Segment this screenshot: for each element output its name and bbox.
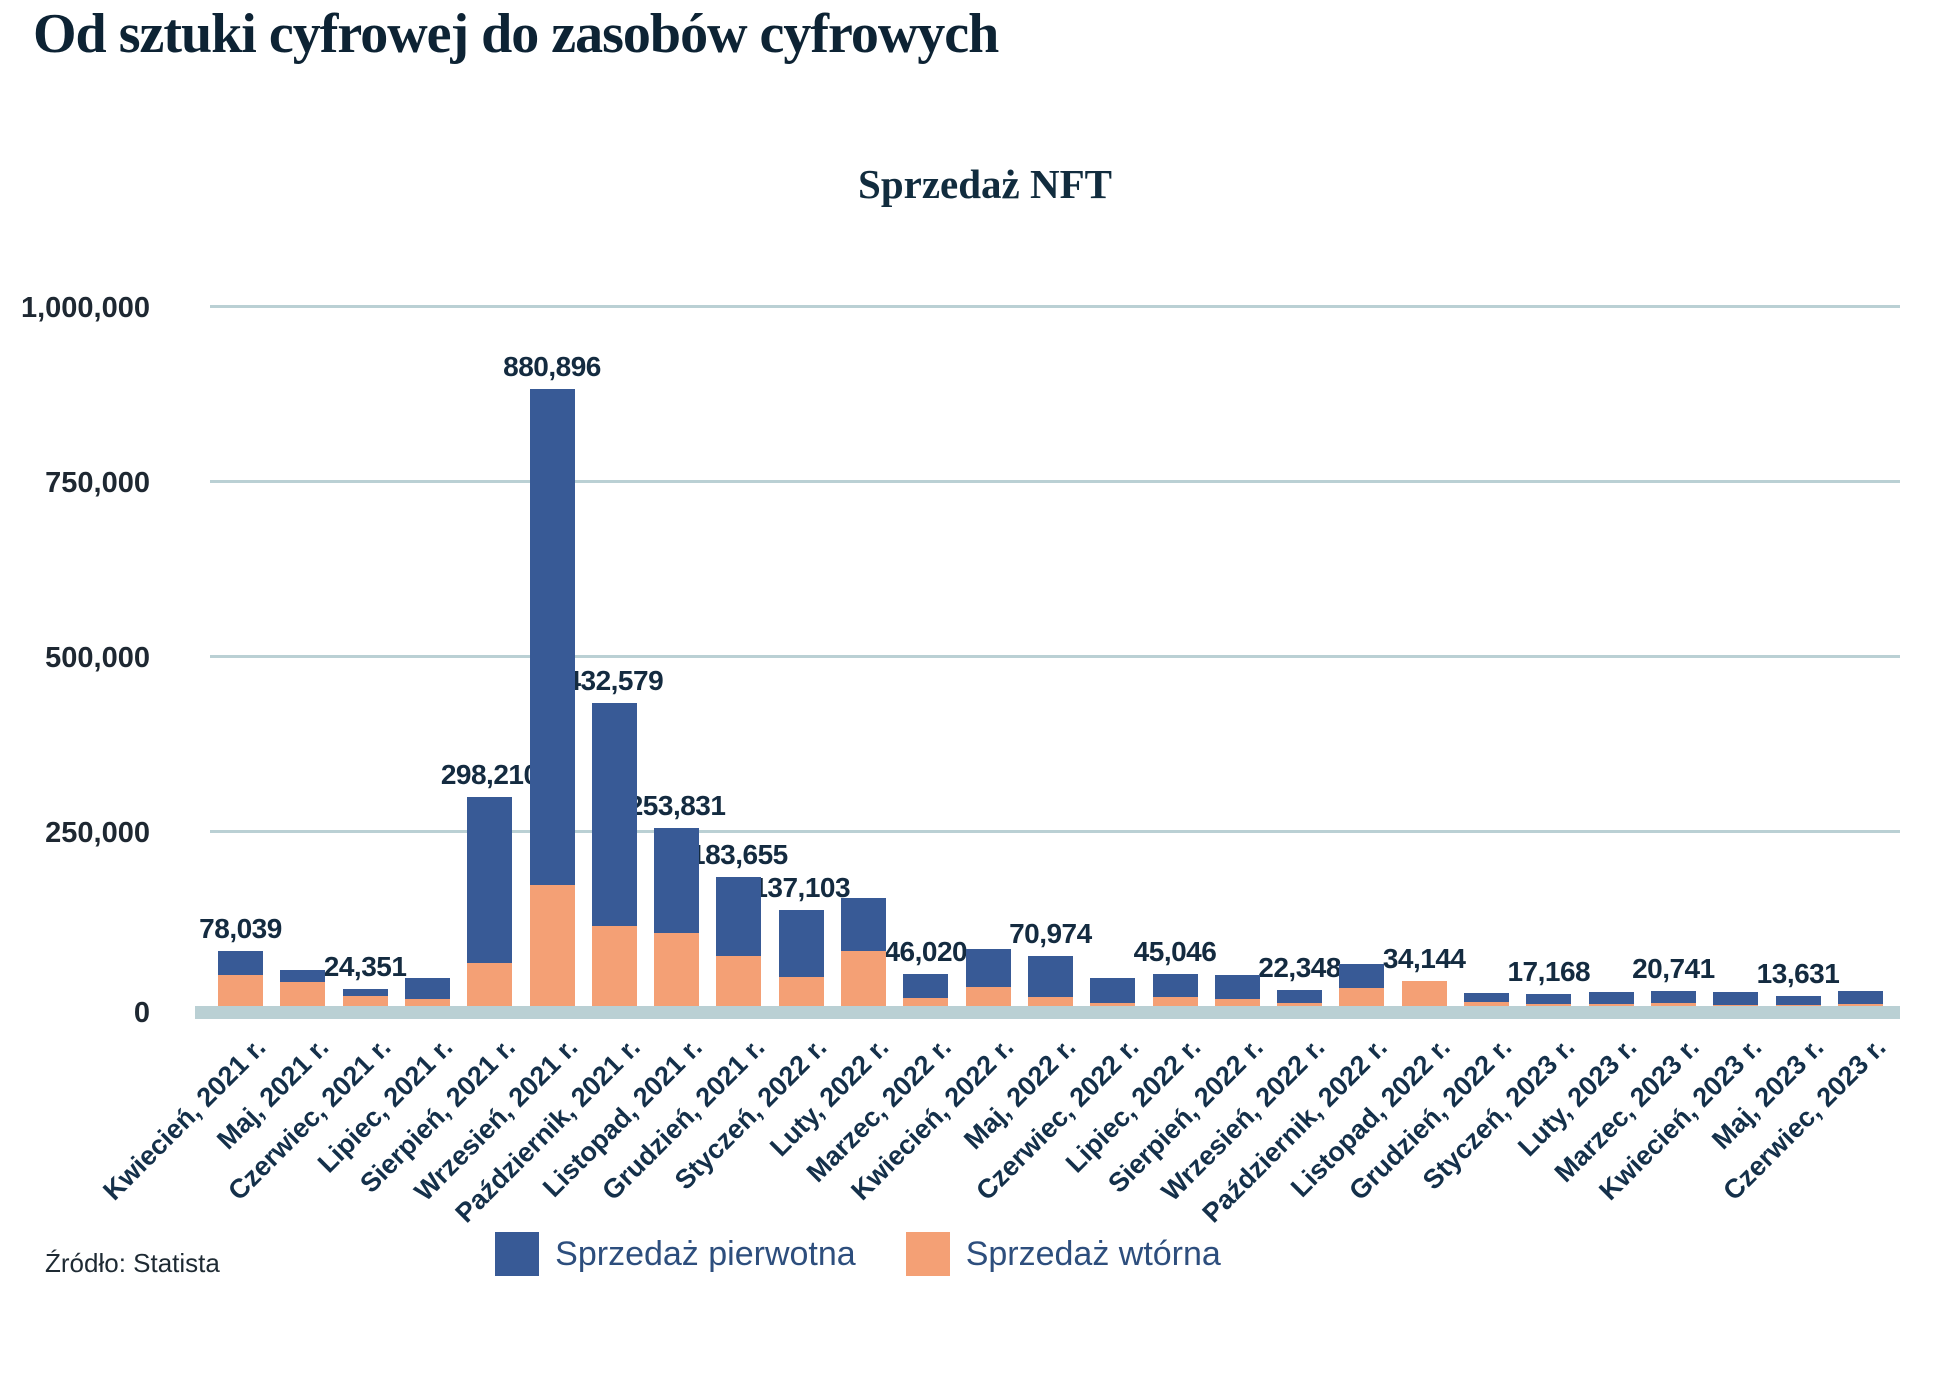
bar-value-label: 70,974 [1009,918,1092,950]
gridline-1000000 [210,304,1900,308]
bar-secondary [1775,1004,1821,1006]
source-note: Źródło: Statista [45,1248,220,1278]
x-axis-baseline [195,1006,1900,1019]
bar-secondary [965,987,1011,1006]
bar-value-label: 20,741 [1632,953,1715,985]
chart-legend: Sprzedaż pierwotna Sprzedaż wtórna [0,1232,1716,1276]
bar-primary [1713,992,1759,1006]
bar-primary [1526,993,1572,1006]
bar-secondary [1526,1003,1572,1006]
gridline-250000 [210,829,1900,833]
bar-primary [1090,978,1136,1006]
bar-secondary [529,884,575,1006]
bar-value-label: 13,631 [1756,958,1840,990]
bar-secondary [1214,999,1260,1006]
y-axis-tick-label: 0 [133,997,150,1029]
y-axis-tick-label: 1,000,000 [20,292,150,324]
bar-secondary [1027,996,1073,1006]
bar-secondary [218,975,263,1006]
bar-secondary [654,933,700,1006]
bar-secondary [716,956,762,1006]
y-axis-tick-label: 250,000 [45,817,150,849]
bar-value-label: 253,831 [627,790,726,822]
legend-swatch-primary [495,1232,540,1276]
bar-secondary [1713,1004,1759,1006]
bar-secondary [1588,1003,1634,1006]
legend-swatch-secondary [905,1232,950,1276]
bar-value-label: 22,348 [1258,952,1341,984]
gridline-500000 [210,654,1900,658]
bar-secondary [1339,987,1385,1006]
bar-primary [1277,990,1323,1006]
bar-secondary [467,963,513,1006]
bar-value-label: 46,020 [884,935,968,967]
bar-value-label: 45,046 [1133,936,1217,968]
bar-value-label: 183,655 [690,839,788,871]
bar-secondary [903,998,949,1006]
bar-primary [1588,992,1634,1006]
bar-primary [1775,996,1821,1006]
bar-value-label: 34,144 [1382,942,1466,974]
y-axis-tick-label: 500,000 [45,642,150,674]
bar-secondary [342,996,388,1006]
legend-label-secondary: Sprzedaż wtórna [965,1235,1221,1273]
bar-secondary [778,977,824,1006]
bar-value-label: 78,039 [199,913,282,945]
legend-label-primary: Sprzedaż pierwotna [555,1235,856,1273]
bar-secondary [1152,996,1198,1006]
bar-secondary [1401,980,1447,1006]
bar-secondary [1277,1003,1323,1006]
bar-value-label: 880,896 [503,351,601,383]
bar-secondary [1464,1001,1509,1006]
bar-primary [1837,991,1883,1006]
bar-value-label: 432,579 [565,665,664,697]
bar-secondary [841,950,886,1006]
y-axis-tick-label: 750,000 [45,467,150,499]
bar-value-label: 137,103 [752,872,851,904]
bar-secondary [1650,1002,1696,1006]
bar-secondary [404,999,450,1006]
bar-secondary [280,982,326,1006]
bar-secondary [1090,1002,1136,1006]
bar-value-label: 298,210 [440,759,539,791]
bar-primary [1650,991,1696,1006]
bar-value-label: 17,168 [1507,955,1591,987]
chart-title: Sprzedaż NFT [858,161,1112,207]
bar-value-label: 24,351 [323,950,407,982]
page-title: Od sztuki cyfrowej do zasobów cyfrowych [33,3,999,65]
bar-secondary [591,925,637,1006]
bar-secondary [1837,1003,1883,1006]
gridline-750000 [210,479,1900,483]
